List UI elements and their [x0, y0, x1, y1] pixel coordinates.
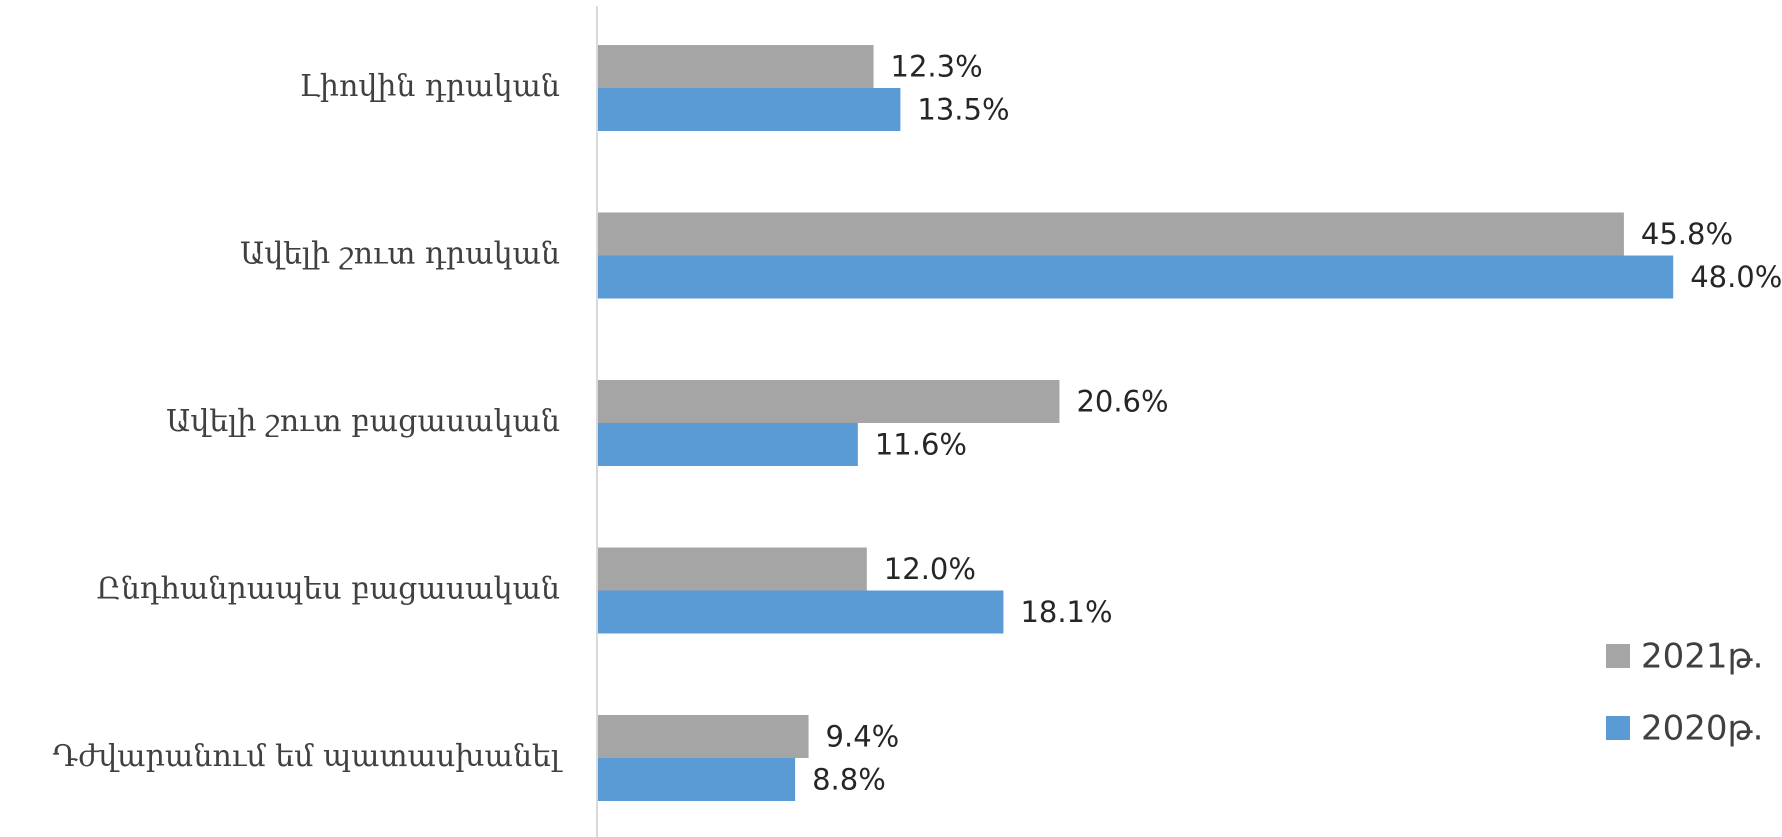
data-label: 18.1% — [1020, 595, 1112, 629]
bar-2020թ.-4 — [598, 758, 796, 801]
category-label: Դժվարանում եմ պատասխանել — [53, 739, 563, 774]
bar-2020թ.-0 — [598, 88, 901, 131]
data-label: 9.4% — [826, 720, 900, 754]
data-label: 11.6% — [875, 428, 967, 462]
data-label: 8.8% — [812, 763, 886, 797]
category-label: Լիովին դրական — [299, 69, 560, 104]
data-label: 13.5% — [917, 93, 1009, 127]
legend-label: 2021թ. — [1641, 637, 1763, 677]
data-label: 20.6% — [1076, 385, 1168, 419]
category-label: Ավելի շուտ դրական — [240, 237, 560, 272]
bar-2020թ.-2 — [598, 423, 858, 466]
legend-label: 2020թ. — [1641, 709, 1763, 749]
data-label: 12.3% — [891, 50, 983, 84]
data-label: 48.0% — [1690, 260, 1782, 294]
category-label: Ընդհանրապես բացասական — [97, 572, 560, 607]
bar-2021թ.-0 — [598, 45, 874, 88]
bar-2021թ.-1 — [598, 212, 1624, 256]
bar-2021թ.-2 — [598, 380, 1060, 423]
category-label: Ավելի շուտ բացասական — [166, 404, 560, 439]
bar-2020թ.-1 — [598, 255, 1674, 299]
data-label: 12.0% — [884, 552, 976, 586]
legend-swatch — [1606, 716, 1630, 740]
bar-2020թ.-3 — [598, 590, 1004, 634]
bar-2021թ.-4 — [598, 715, 809, 758]
bar-2021թ.-3 — [598, 547, 867, 591]
data-label: 45.8% — [1641, 217, 1733, 251]
legend-swatch — [1606, 644, 1630, 668]
